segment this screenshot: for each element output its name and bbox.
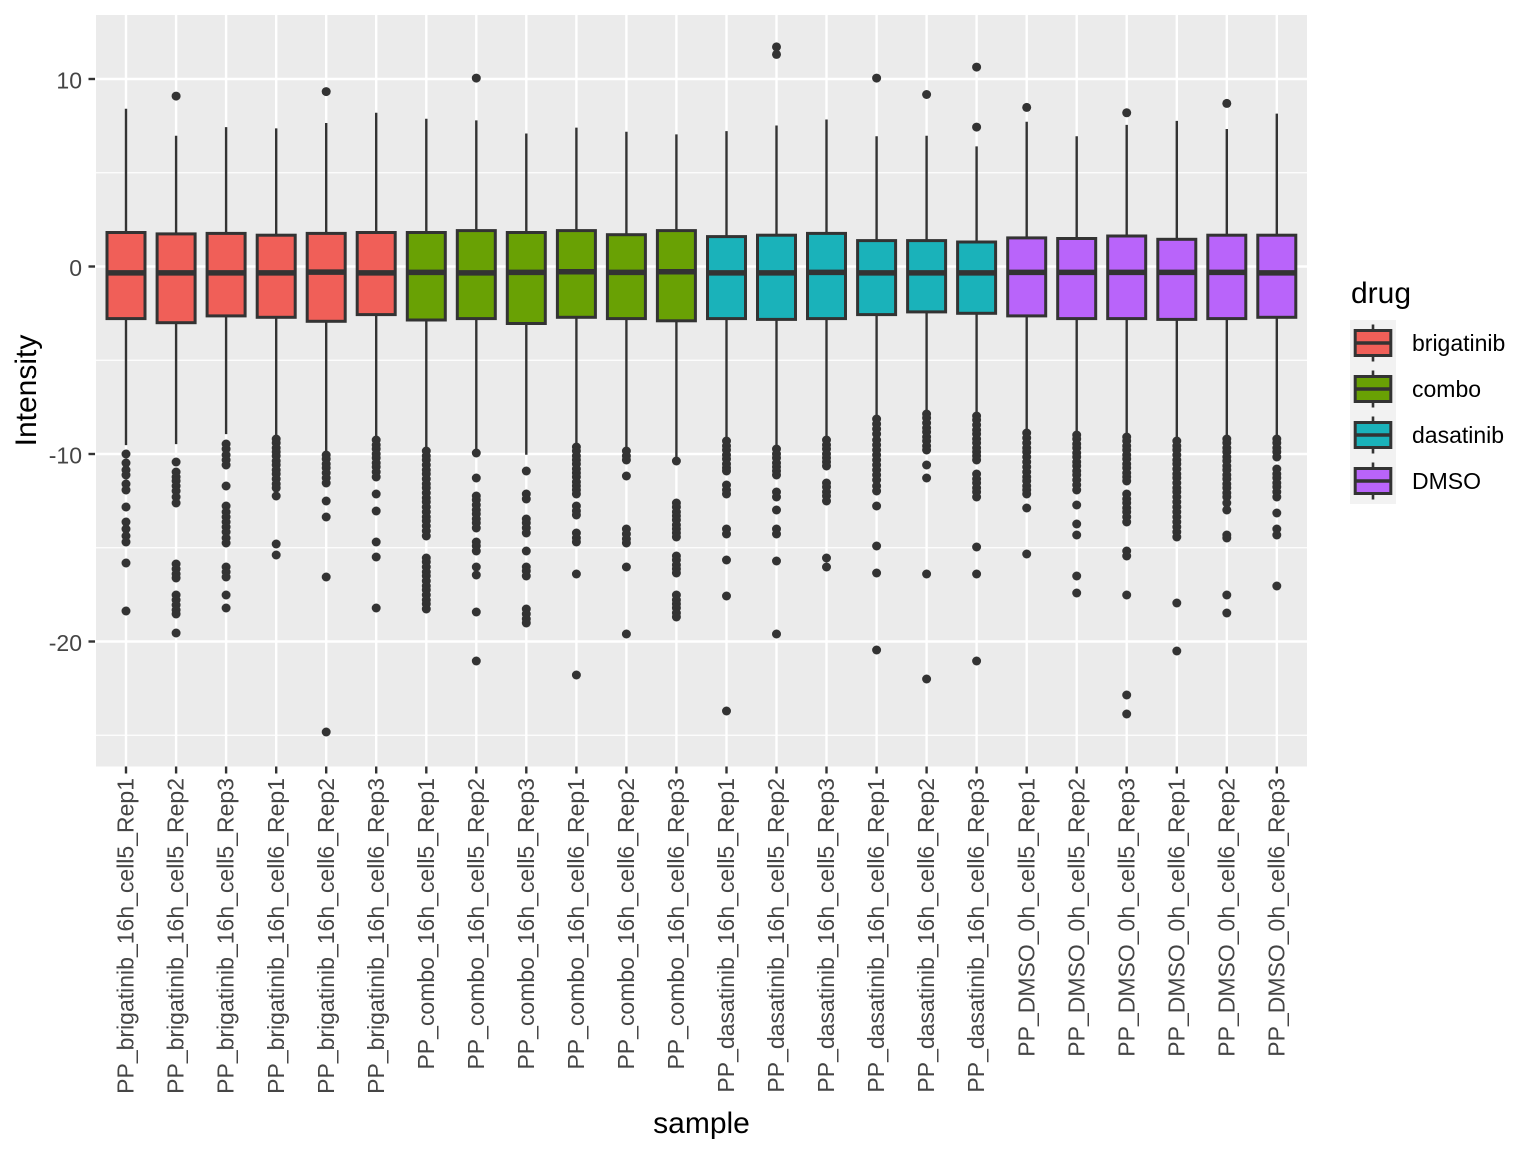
- svg-text:PP_combo_16h_cell5_Rep2: PP_combo_16h_cell5_Rep2: [463, 778, 489, 1070]
- svg-text:-20: -20: [49, 630, 82, 656]
- svg-text:PP_combo_16h_cell5_Rep3: PP_combo_16h_cell5_Rep3: [513, 778, 539, 1070]
- svg-text:PP_dasatinib_16h_cell6_Rep3: PP_dasatinib_16h_cell6_Rep3: [963, 778, 989, 1093]
- svg-text:PP_DMSO_0h_cell5_Rep2: PP_DMSO_0h_cell5_Rep2: [1063, 778, 1089, 1057]
- svg-text:sample: sample: [653, 1107, 750, 1140]
- svg-text:PP_brigatinib_16h_cell6_Rep3: PP_brigatinib_16h_cell6_Rep3: [363, 778, 389, 1094]
- svg-text:10: 10: [56, 68, 82, 94]
- svg-text:PP_combo_16h_cell5_Rep1: PP_combo_16h_cell5_Rep1: [413, 778, 439, 1070]
- svg-text:PP_combo_16h_cell6_Rep2: PP_combo_16h_cell6_Rep2: [613, 778, 639, 1070]
- svg-text:-10: -10: [49, 443, 82, 469]
- svg-text:dasatinib: dasatinib: [1412, 422, 1504, 448]
- svg-text:PP_DMSO_0h_cell5_Rep1: PP_DMSO_0h_cell5_Rep1: [1013, 778, 1039, 1057]
- svg-text:PP_DMSO_0h_cell5_Rep3: PP_DMSO_0h_cell5_Rep3: [1113, 778, 1139, 1057]
- svg-text:brigatinib: brigatinib: [1412, 330, 1505, 356]
- svg-text:PP_dasatinib_16h_cell5_Rep1: PP_dasatinib_16h_cell5_Rep1: [713, 778, 739, 1093]
- svg-text:PP_brigatinib_16h_cell6_Rep1: PP_brigatinib_16h_cell6_Rep1: [263, 778, 289, 1094]
- svg-text:PP_brigatinib_16h_cell5_Rep2: PP_brigatinib_16h_cell5_Rep2: [163, 778, 189, 1094]
- svg-text:combo: combo: [1412, 376, 1481, 402]
- svg-text:0: 0: [69, 255, 82, 281]
- svg-text:PP_DMSO_0h_cell6_Rep1: PP_DMSO_0h_cell6_Rep1: [1163, 778, 1189, 1057]
- svg-text:PP_dasatinib_16h_cell5_Rep3: PP_dasatinib_16h_cell5_Rep3: [813, 778, 839, 1093]
- svg-text:PP_dasatinib_16h_cell6_Rep2: PP_dasatinib_16h_cell6_Rep2: [913, 778, 939, 1093]
- svg-text:PP_DMSO_0h_cell6_Rep3: PP_DMSO_0h_cell6_Rep3: [1263, 778, 1289, 1057]
- svg-text:PP_dasatinib_16h_cell6_Rep1: PP_dasatinib_16h_cell6_Rep1: [863, 778, 889, 1093]
- svg-text:PP_combo_16h_cell6_Rep1: PP_combo_16h_cell6_Rep1: [563, 778, 589, 1070]
- svg-text:Intensity: Intensity: [10, 335, 43, 447]
- svg-text:PP_DMSO_0h_cell6_Rep2: PP_DMSO_0h_cell6_Rep2: [1213, 778, 1239, 1057]
- svg-text:drug: drug: [1351, 277, 1411, 310]
- svg-text:PP_dasatinib_16h_cell5_Rep2: PP_dasatinib_16h_cell5_Rep2: [763, 778, 789, 1093]
- svg-text:DMSO: DMSO: [1412, 468, 1481, 494]
- svg-text:PP_combo_16h_cell6_Rep3: PP_combo_16h_cell6_Rep3: [663, 778, 689, 1070]
- svg-text:PP_brigatinib_16h_cell5_Rep1: PP_brigatinib_16h_cell5_Rep1: [113, 778, 139, 1094]
- svg-text:PP_brigatinib_16h_cell5_Rep3: PP_brigatinib_16h_cell5_Rep3: [213, 778, 239, 1094]
- svg-text:PP_brigatinib_16h_cell6_Rep2: PP_brigatinib_16h_cell6_Rep2: [313, 778, 339, 1094]
